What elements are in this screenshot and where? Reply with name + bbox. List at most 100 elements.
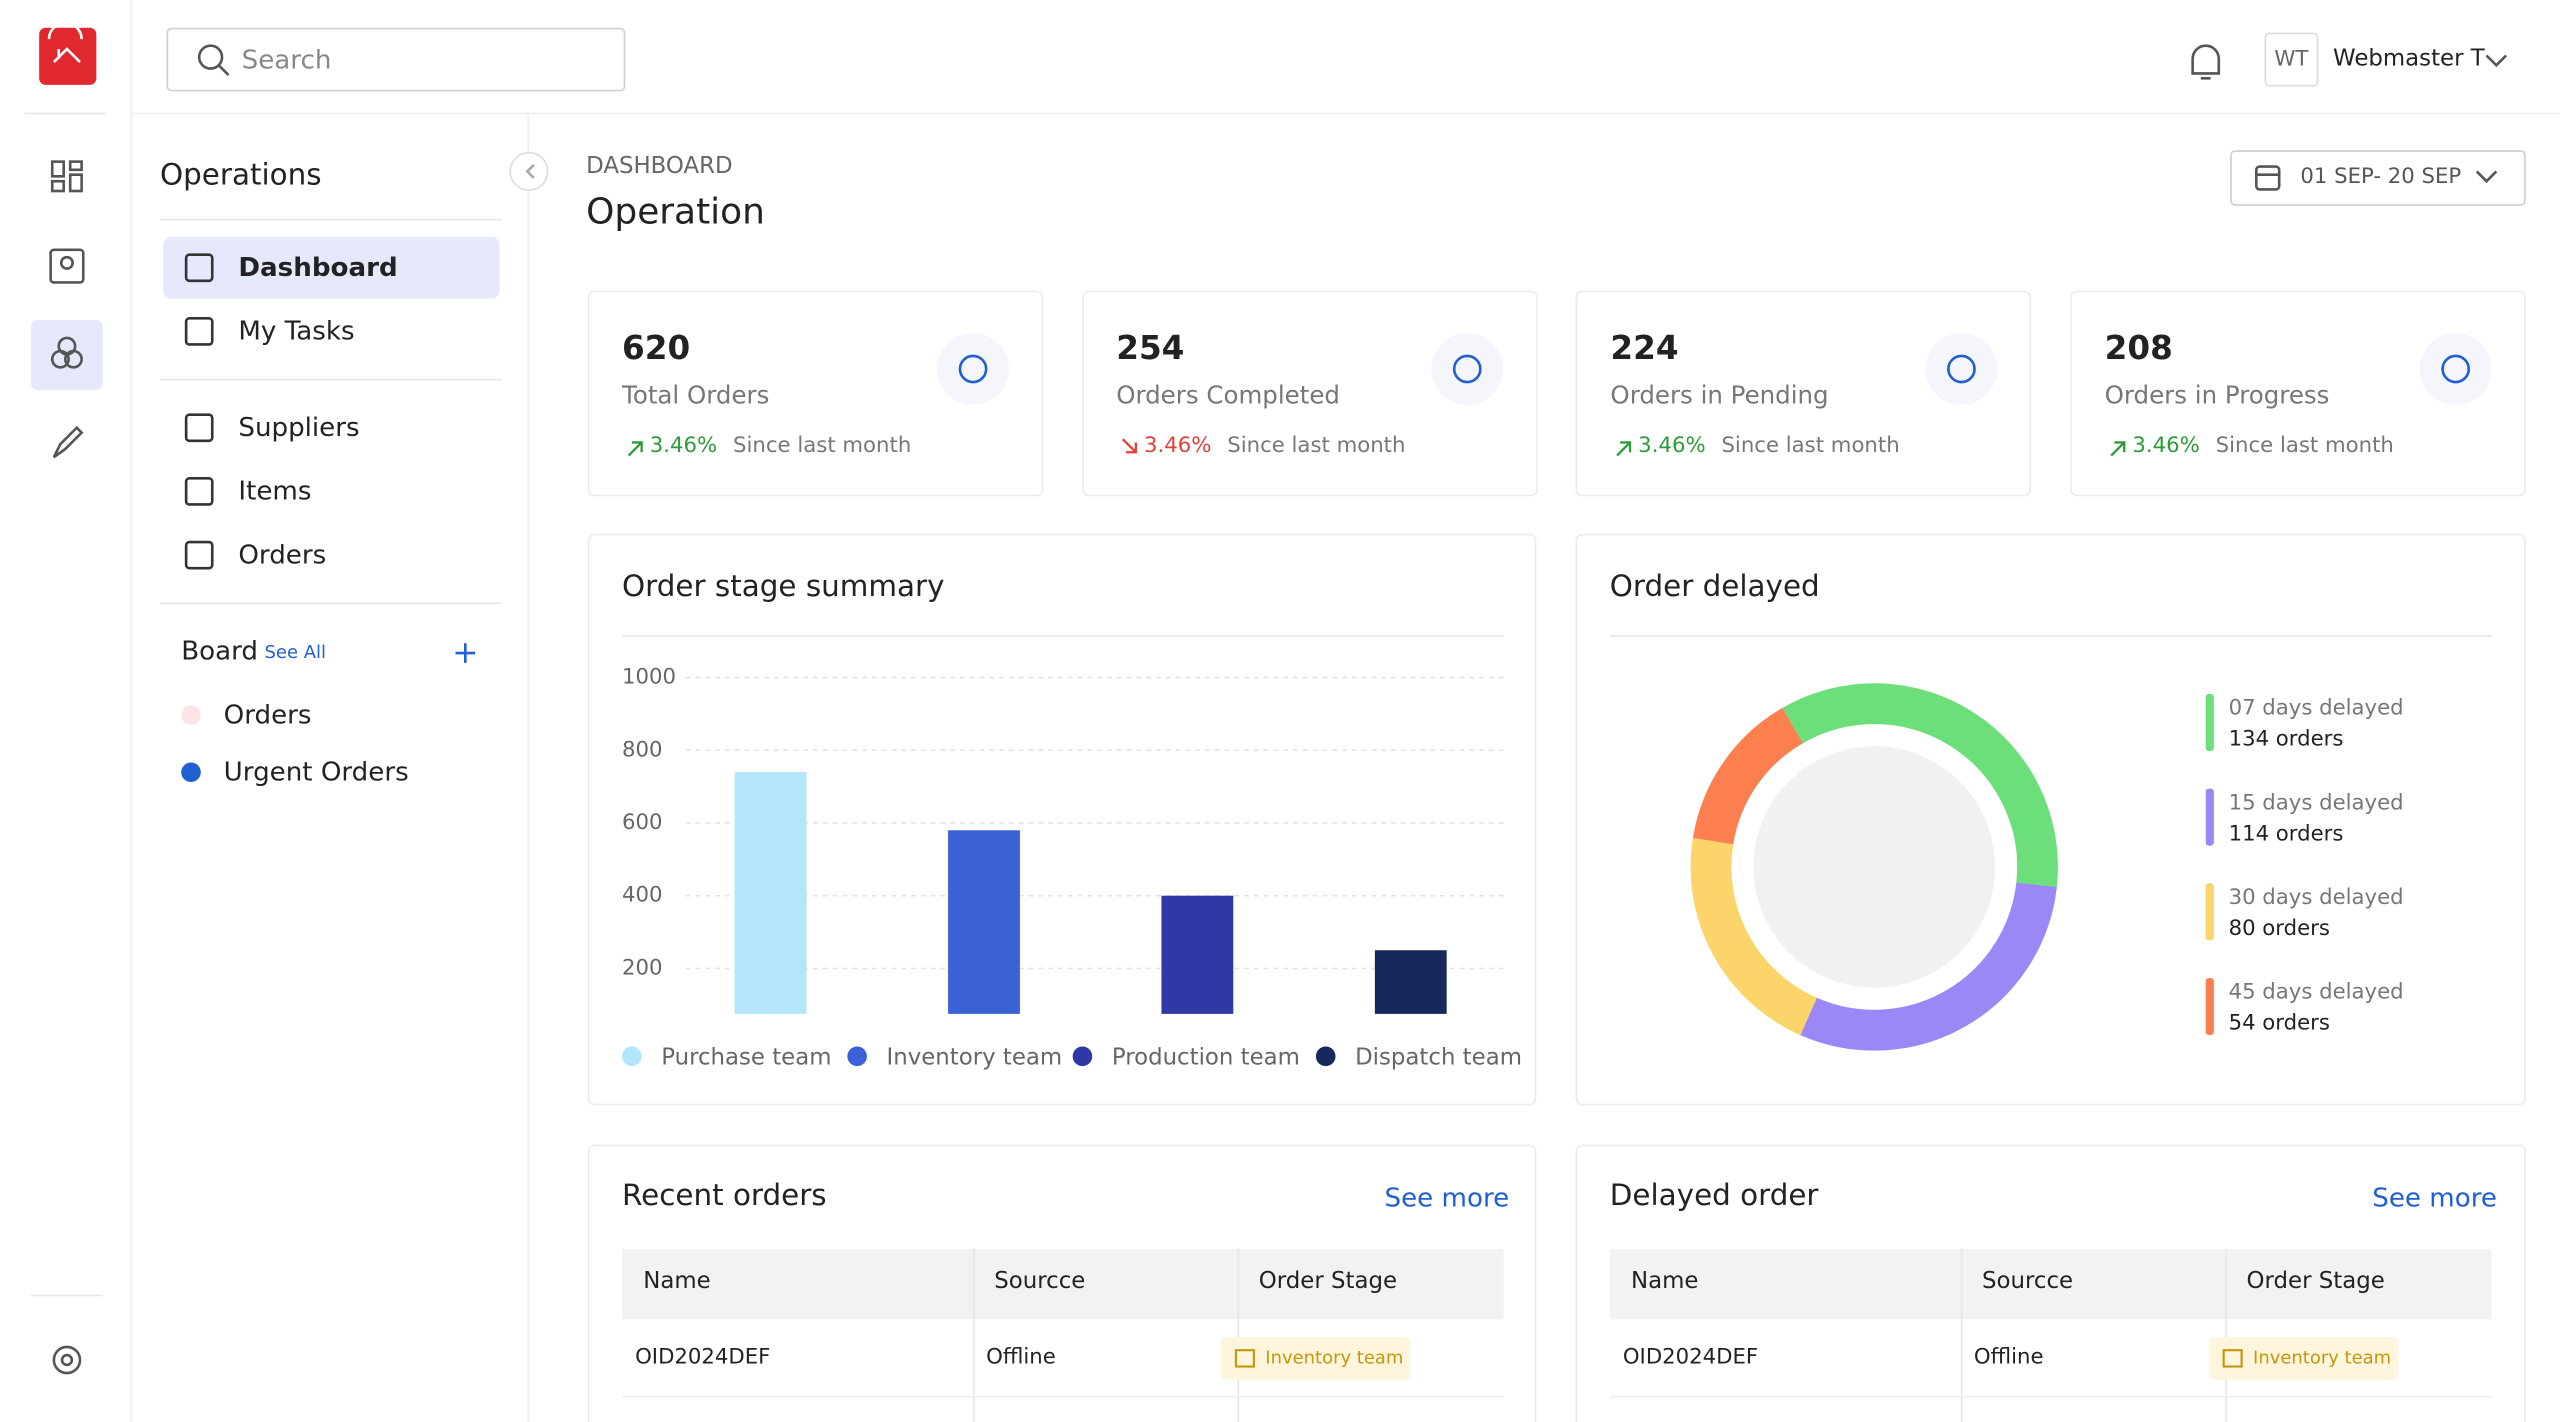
stat-change: 3.46%: [1143, 434, 1212, 459]
legend-label: 45 days delayed: [2229, 980, 2404, 1005]
date-picker[interactable]: [2230, 150, 2526, 206]
board-title: Board: [181, 635, 259, 667]
legend-dot: [1315, 1046, 1336, 1067]
icon: [197, 44, 224, 70]
stat-value: 208: [2104, 328, 2173, 368]
y-tick-label: 400: [622, 883, 663, 908]
avatar[interactable]: WT: [2264, 32, 2319, 87]
donut-segment: [1800, 882, 2057, 1051]
rail-separator: [31, 1294, 103, 1297]
y-tick-label: 600: [622, 810, 663, 835]
stat-value: 254: [1116, 328, 1185, 368]
cell: Offline: [1973, 1345, 2044, 1370]
topbar-border: [130, 112, 2560, 115]
nav-item[interactable]: Dashboard: [238, 251, 398, 283]
table-header: [1609, 1248, 2492, 1320]
nav-icon: [184, 317, 214, 346]
stat-icon: [2441, 354, 2471, 384]
column-header: Name: [1631, 1268, 1699, 1295]
collapse-button[interactable]: [509, 151, 549, 192]
cell: OID2024DEF: [635, 1345, 771, 1370]
table-title: Recent orders: [622, 1178, 827, 1214]
legend-bar: [2205, 977, 2214, 1036]
board-item[interactable]: Orders: [223, 698, 312, 730]
column-header: Order Stage: [1258, 1268, 1398, 1295]
search-placeholder: Search: [241, 44, 332, 76]
stat-label: Total Orders: [622, 380, 770, 410]
board-dot: [181, 705, 201, 725]
bar: [1161, 895, 1234, 1014]
stat-note: Since last month: [1721, 434, 1900, 459]
legend-label: Purchase team: [661, 1044, 831, 1070]
nav-icon: [184, 413, 214, 443]
icon: [2485, 54, 2508, 68]
stat-change: 3.46%: [1638, 434, 1706, 459]
bar: [734, 772, 807, 1014]
stat-icon: [1452, 354, 1482, 384]
legend-label: 07 days delayed: [2229, 696, 2404, 721]
donut-segment: [1782, 683, 2058, 888]
donut-segment: [1690, 837, 1818, 1036]
table-header: [622, 1248, 1504, 1320]
legend-bar: [2205, 883, 2214, 941]
nav-icon: [184, 477, 214, 506]
legend-label: 15 days delayed: [2229, 790, 2404, 815]
column-divider: [1237, 1248, 1240, 1422]
rail: [0, 0, 133, 1422]
stat-label: Orders Completed: [1116, 380, 1340, 410]
icons: [47, 21, 2508, 1375]
icon: [52, 1345, 82, 1375]
cell: Offline: [986, 1345, 1056, 1370]
stage-badge: [2208, 1337, 2399, 1380]
nav-item[interactable]: Orders: [238, 538, 327, 570]
nav-item[interactable]: My Tasks: [238, 315, 355, 347]
icon: [2191, 44, 2221, 80]
y-tick-label: 800: [622, 737, 663, 762]
stat-icon-bg: [937, 333, 1009, 405]
sidebar-separator: [159, 378, 502, 381]
legend-bar: [2205, 788, 2214, 846]
icon: [49, 248, 85, 284]
shape: [60, 1353, 74, 1367]
stat-icon-bg: [1431, 333, 1504, 405]
add-board[interactable]: [455, 643, 476, 663]
legend-value: 80 orders: [2229, 916, 2330, 941]
stat-value: 620: [622, 328, 691, 368]
stat-change: 3.46%: [649, 434, 718, 459]
column-header: Name: [643, 1268, 711, 1295]
nav-icon: [184, 253, 214, 283]
badge-icon: [2222, 1349, 2243, 1368]
user-name[interactable]: Webmaster T: [2333, 45, 2485, 72]
date-range: 01 SEP- 20 SEP: [2300, 164, 2462, 190]
badge-icon: [1234, 1349, 1255, 1368]
icon: [2475, 170, 2498, 184]
cell: OID2024DEF: [1622, 1345, 1759, 1370]
page-title: Operation: [586, 192, 765, 234]
board-item[interactable]: Urgent Orders: [223, 755, 409, 787]
chart-divider: [1609, 635, 2492, 637]
nav-item[interactable]: Items: [238, 475, 312, 507]
stat-label: Orders in Pending: [1610, 380, 1829, 410]
table-title: Delayed order: [1609, 1178, 1819, 1214]
search-box[interactable]: [166, 27, 626, 92]
trend-arrow: [2110, 441, 2126, 457]
y-tick-label: 200: [622, 955, 663, 980]
legend-dot: [1072, 1046, 1093, 1067]
shape: [63, 349, 83, 369]
row-divider: [622, 1395, 1504, 1398]
board-see-all[interactable]: See All: [264, 641, 326, 663]
see-more[interactable]: See more: [1384, 1182, 1510, 1214]
column-divider: [973, 1248, 975, 1422]
legend-value: 134 orders: [2229, 727, 2344, 752]
sidebar-separator: [159, 218, 502, 221]
column-header: Order Stage: [2246, 1268, 2385, 1295]
y-tick-label: 1000: [622, 665, 676, 690]
trend-arrow: [627, 441, 643, 457]
nav-item[interactable]: Suppliers: [238, 411, 360, 443]
sidebar-separator: [159, 602, 502, 605]
icon: [525, 163, 535, 179]
donut-segment: [1692, 707, 1804, 845]
see-more[interactable]: See more: [2372, 1182, 2497, 1214]
legend-dot: [622, 1046, 642, 1067]
